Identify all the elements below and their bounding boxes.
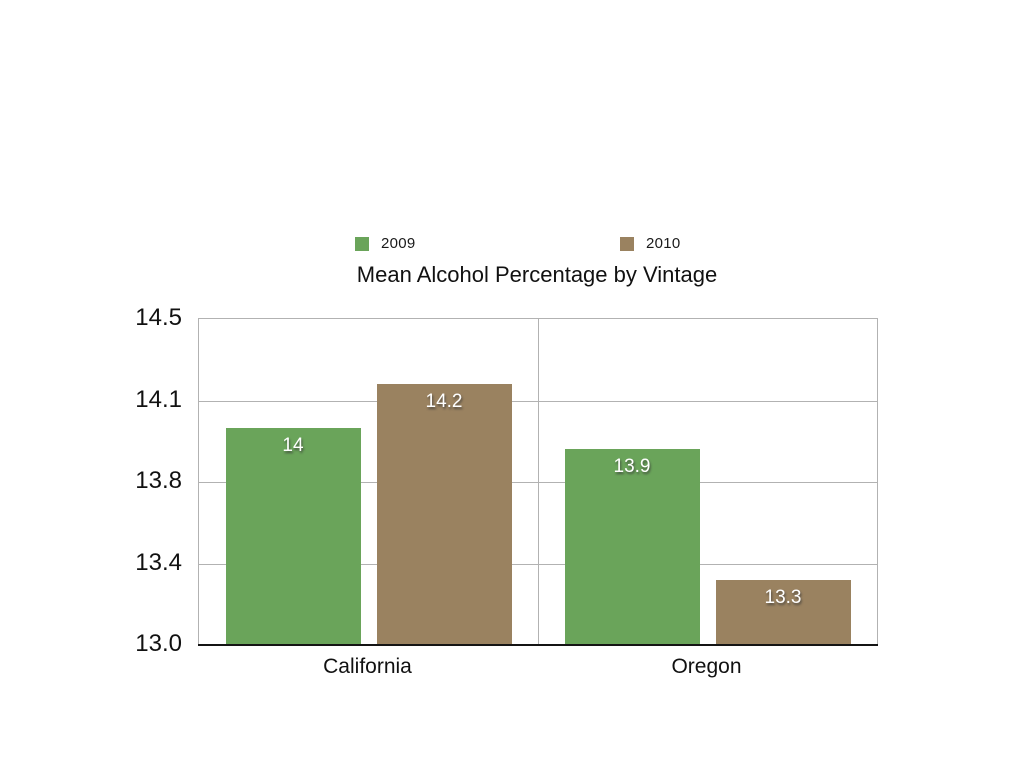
x-axis-labels: California Oregon xyxy=(198,655,876,679)
legend-label: 2009 xyxy=(381,235,416,252)
plot-area: 14 14.2 13.9 13.3 xyxy=(198,318,878,646)
y-tick-label: 14.5 xyxy=(135,304,182,331)
legend-item-2009: 2009 xyxy=(355,235,416,252)
bar-california-2010: 14.2 xyxy=(376,384,512,645)
x-category-label: California xyxy=(323,655,412,678)
x-category-label: Oregon xyxy=(671,655,742,678)
bar-oregon-2010: 13.3 xyxy=(715,579,851,645)
bar-california-2009: 14 xyxy=(225,427,361,645)
legend-label: 2010 xyxy=(646,235,681,252)
bar-value-label: 13.9 xyxy=(613,456,651,478)
y-tick-label: 13.0 xyxy=(135,630,182,657)
x-axis-line xyxy=(198,644,878,646)
category-divider-line xyxy=(538,319,539,645)
bar-value-label: 14.2 xyxy=(425,391,463,413)
chart-title: Mean Alcohol Percentage by Vintage xyxy=(356,262,718,287)
y-axis-labels: 13.0 13.4 13.8 14.1 14.5 xyxy=(0,304,190,657)
legend-item-2010: 2010 xyxy=(620,235,681,252)
legend-swatch-icon xyxy=(355,236,369,251)
y-tick-label: 14.1 xyxy=(135,385,182,413)
y-tick-label: 13.4 xyxy=(135,548,182,576)
bar-value-label: 13.3 xyxy=(764,586,802,608)
y-tick-label: 13.8 xyxy=(135,467,182,494)
bar-value-label: 14 xyxy=(282,434,304,456)
legend-swatch-icon xyxy=(620,236,634,251)
bar-oregon-2009: 13.9 xyxy=(564,449,700,645)
